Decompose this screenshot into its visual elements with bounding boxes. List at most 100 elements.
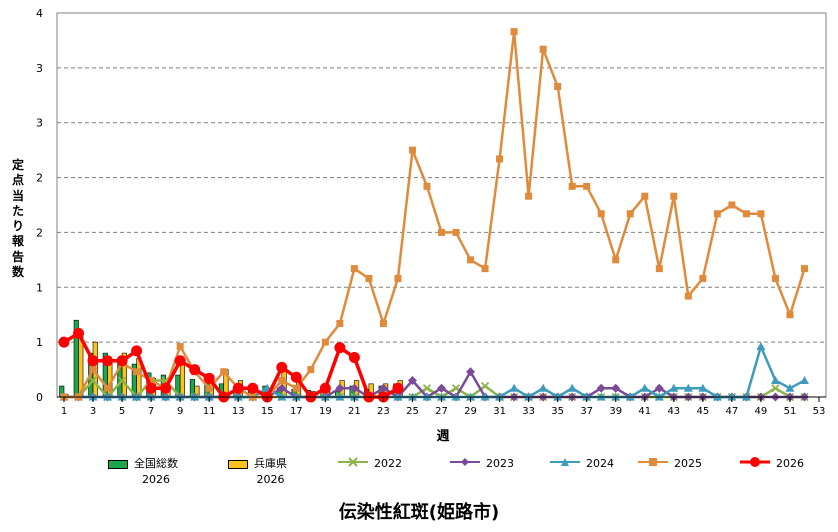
x-tick-label: 45 xyxy=(696,406,709,417)
data-point xyxy=(612,256,620,264)
x-tick-label: 47 xyxy=(726,406,739,417)
plot-area-border xyxy=(56,12,827,398)
x-tick-label: 7 xyxy=(148,406,154,417)
x-tick-label: 35 xyxy=(551,406,564,417)
data-point xyxy=(756,342,766,351)
data-point xyxy=(525,192,533,200)
data-point xyxy=(336,319,344,327)
x-tick-label: 15 xyxy=(261,406,274,417)
data-point xyxy=(640,383,650,392)
x-tick-label: 41 xyxy=(638,406,651,417)
legend-item-2025: 2025 xyxy=(638,456,702,472)
data-point xyxy=(220,368,228,376)
x-tick-label: 13 xyxy=(232,406,245,417)
x-tick-label: 31 xyxy=(493,406,506,417)
data-point xyxy=(334,342,346,354)
legend: 全国総数 2026 兵庫県 2026 2022 2023 2024 2025 202… xyxy=(100,456,820,490)
data-point xyxy=(670,192,678,200)
data-point xyxy=(102,355,114,367)
y-tick-label: 2 xyxy=(36,172,43,185)
legend-swatch xyxy=(228,460,248,469)
data-point xyxy=(174,355,186,367)
y-tick-label: 4 xyxy=(36,7,43,20)
data-point xyxy=(771,384,780,393)
data-point xyxy=(539,45,547,53)
data-point xyxy=(87,355,99,367)
legend-swatch xyxy=(108,460,128,469)
legend-item-2026: 2026 xyxy=(740,456,804,472)
data-point xyxy=(786,311,794,319)
data-point xyxy=(349,383,359,393)
data-point xyxy=(785,383,795,392)
data-point xyxy=(88,376,98,385)
data-point xyxy=(247,382,259,394)
legend-label: 2026 xyxy=(776,457,804,470)
x-tick-label: 1 xyxy=(61,406,67,417)
data-point xyxy=(307,366,315,374)
data-point xyxy=(567,383,577,392)
data-point xyxy=(467,256,475,264)
series-line xyxy=(64,370,805,399)
data-point xyxy=(292,384,300,392)
x-tick-label: 29 xyxy=(464,406,477,417)
legend-sublabel: 2026 xyxy=(256,473,285,486)
data-point xyxy=(641,192,649,200)
x-tick-label: 11 xyxy=(203,406,216,417)
x-tick-label: 17 xyxy=(290,406,303,417)
data-point xyxy=(452,228,460,236)
x-tick-label: 51 xyxy=(784,406,797,417)
data-point xyxy=(538,383,548,392)
data-point xyxy=(58,336,70,348)
data-point xyxy=(379,319,387,327)
y-tick-label: 1 xyxy=(36,281,43,294)
data-point xyxy=(611,383,621,393)
data-point xyxy=(104,384,112,392)
data-point xyxy=(757,210,765,218)
y-tick-label: 2 xyxy=(36,226,43,239)
legend-label: 兵庫県 xyxy=(254,457,287,470)
data-point xyxy=(554,83,562,91)
legend-line-icon xyxy=(740,457,770,467)
y-tick-label: 3 xyxy=(36,62,43,75)
x-axis-label: 週 xyxy=(436,429,450,444)
data-point xyxy=(481,265,489,273)
data-point xyxy=(699,275,707,283)
data-point xyxy=(378,383,388,393)
legend-line-icon xyxy=(638,458,668,466)
data-point xyxy=(698,383,708,392)
legend-item-2022: 2022 xyxy=(338,456,402,472)
series-line xyxy=(64,30,806,399)
data-point xyxy=(496,155,504,163)
legend-item-2024: 2024 xyxy=(550,456,614,472)
data-point xyxy=(437,383,446,393)
y-tick-label: 1 xyxy=(36,336,43,349)
chart-title: 伝染性紅斑(姫路市) xyxy=(338,502,500,523)
data-point xyxy=(596,383,606,393)
data-point xyxy=(348,352,360,364)
data-point xyxy=(290,371,302,383)
data-point xyxy=(568,182,576,190)
x-tick-label: 21 xyxy=(348,406,361,417)
data-point xyxy=(73,327,85,339)
x-tick-label: 25 xyxy=(406,406,419,417)
data-point xyxy=(394,275,402,283)
data-point xyxy=(583,182,591,190)
data-point xyxy=(423,182,431,190)
legend-line-icon xyxy=(550,458,580,466)
data-point xyxy=(189,364,201,376)
data-point xyxy=(160,382,172,394)
data-point xyxy=(655,265,663,273)
data-point xyxy=(626,210,634,218)
data-point xyxy=(770,376,780,385)
data-point xyxy=(205,384,213,392)
y-tick-label: 0 xyxy=(36,391,43,404)
legend-line-icon xyxy=(450,458,480,466)
y-axis-label: 定点当たり報告数 xyxy=(11,158,24,280)
data-point xyxy=(276,361,288,373)
data-point xyxy=(422,384,432,393)
legend-label: 2022 xyxy=(374,457,402,470)
data-point xyxy=(728,201,736,209)
x-tick-label: 39 xyxy=(609,406,622,417)
data-point xyxy=(116,355,128,367)
